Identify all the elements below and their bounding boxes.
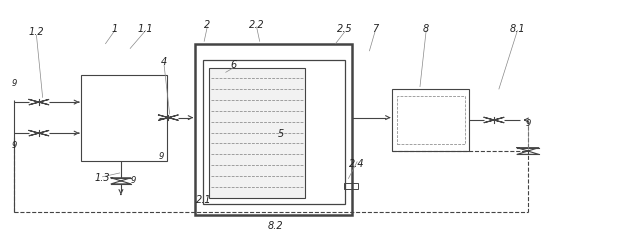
Text: 8.2: 8.2 bbox=[267, 221, 283, 231]
Bar bbox=[203, 60, 345, 204]
Text: 2.2: 2.2 bbox=[249, 19, 265, 30]
Text: 7: 7 bbox=[372, 24, 378, 34]
Text: 4: 4 bbox=[161, 57, 167, 66]
Text: 9: 9 bbox=[525, 119, 531, 128]
Text: 1.3: 1.3 bbox=[95, 174, 110, 183]
Text: 9: 9 bbox=[130, 176, 136, 185]
Text: 2.1: 2.1 bbox=[197, 195, 212, 205]
Text: 1.1: 1.1 bbox=[138, 24, 153, 34]
Text: 2.4: 2.4 bbox=[349, 159, 365, 169]
Text: 9: 9 bbox=[12, 78, 17, 88]
Bar bbox=[392, 89, 469, 151]
Bar bbox=[397, 96, 465, 144]
Text: 8.1: 8.1 bbox=[510, 24, 525, 34]
Bar bbox=[81, 75, 167, 161]
Text: 6: 6 bbox=[231, 60, 237, 70]
Text: 2: 2 bbox=[204, 19, 210, 30]
Text: 9: 9 bbox=[158, 152, 164, 162]
Bar bbox=[195, 44, 352, 216]
Text: 1: 1 bbox=[112, 24, 118, 34]
Text: 2.5: 2.5 bbox=[337, 24, 353, 34]
Bar bbox=[344, 183, 358, 189]
Text: 5: 5 bbox=[278, 129, 284, 139]
Text: 1.2: 1.2 bbox=[28, 27, 44, 37]
Text: 8: 8 bbox=[423, 24, 430, 34]
Bar bbox=[209, 67, 305, 198]
Text: 9: 9 bbox=[12, 141, 17, 150]
